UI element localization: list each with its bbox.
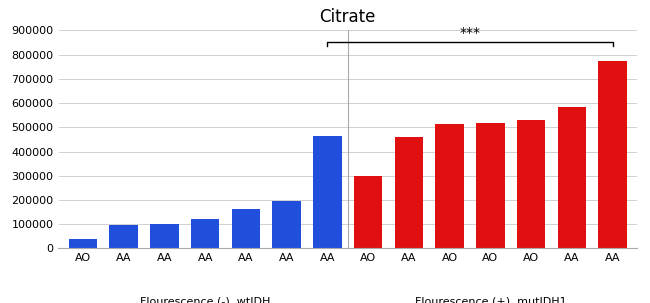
- Bar: [191, 219, 220, 248]
- Bar: [231, 209, 260, 248]
- Bar: [272, 201, 301, 248]
- Text: Flourescence (-), wtIDH: Flourescence (-), wtIDH: [140, 296, 270, 303]
- Bar: [558, 107, 586, 248]
- Bar: [150, 224, 179, 248]
- Bar: [313, 136, 342, 248]
- Bar: [517, 119, 545, 248]
- Bar: [69, 239, 97, 248]
- Title: Citrate: Citrate: [320, 8, 376, 26]
- Bar: [395, 137, 423, 248]
- Text: ***: ***: [460, 26, 480, 41]
- Bar: [109, 225, 138, 248]
- Bar: [436, 124, 464, 248]
- Bar: [476, 123, 504, 248]
- Text: Flourescence (+), mutIDH1: Flourescence (+), mutIDH1: [415, 296, 566, 303]
- Bar: [354, 176, 382, 248]
- Bar: [598, 61, 627, 248]
